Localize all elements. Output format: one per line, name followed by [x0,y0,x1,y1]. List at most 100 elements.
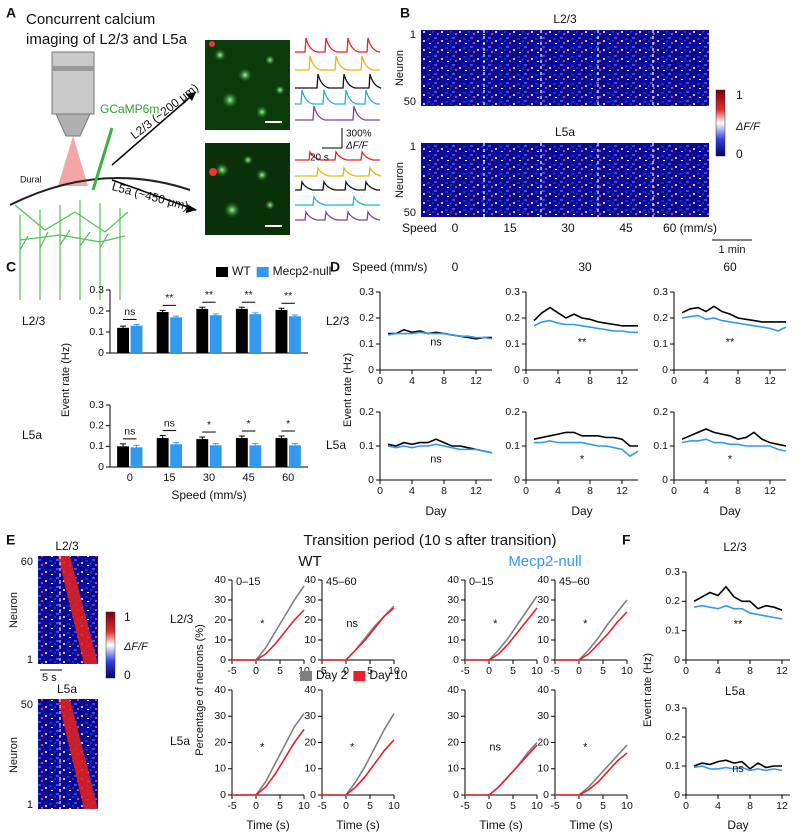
x-axis-label: Day [727,818,748,832]
chart-title: 60 [723,260,737,274]
row-label: L2/3 [170,612,194,626]
bar [275,309,288,353]
colorbar-label: ΔF/F [123,641,149,653]
map-tick: 1 [410,141,416,153]
line-series [533,319,638,334]
y-tick-label: 0.1 [653,440,668,452]
y-tick-label: 20 [447,736,459,748]
legend-label: Day 2 [316,668,348,682]
y-tick-label: 10 [537,763,549,775]
line-series [693,585,783,611]
bar [130,325,143,353]
y-tick-label: 0.3 [665,702,680,714]
y-tick-label: 0.1 [89,326,104,338]
y-tick-label: 0 [220,789,226,801]
row-label: L5a [326,438,346,452]
y-tick-label: 30 [447,594,459,606]
significance: * [247,418,251,430]
row-label: L2/3 [22,314,46,328]
map-tick: 1 [410,29,416,41]
x-tick-label: 0 [377,375,383,387]
colorbar-tick: 0 [124,668,131,682]
x-tick-label: 10 [388,800,400,812]
group-header: Mecp2-null [508,553,581,570]
arrow [111,179,197,211]
chart-title: 30 [578,260,592,274]
x-tick-label: 8 [747,800,753,812]
y-tick-label: 40 [537,684,549,696]
x-tick-label: -5 [317,800,326,812]
y-tick-label: 40 [304,574,316,586]
significance: * [207,419,211,431]
trace [295,179,380,191]
x-tick-label: 8 [441,375,447,387]
row-label: L5a [22,428,42,442]
x-tick-label: 10 [298,800,310,812]
annotation: * [493,618,498,630]
x-tick-label: 5 [510,800,516,812]
line-series [681,428,787,447]
microscope [51,51,95,186]
significance: ns [124,306,135,318]
trace [295,194,380,206]
y-tick-label: 0 [543,789,549,801]
y-label: Neuron [8,592,20,628]
map-title: L5a [57,682,77,696]
speed-value: 30 [561,221,575,235]
y-tick-label: 0.2 [359,312,374,324]
y-tick-label: 0 [310,789,316,801]
legend-swatch [353,671,366,681]
legend-label: Mecp2-null [273,264,332,278]
x-tick-label: 5 [277,800,283,812]
panel-title: Concurrent calcium [26,11,155,28]
y-tick-label: 0.2 [89,305,104,317]
x-tick-label: 10 [621,665,633,677]
x-tick-label: 8 [735,375,741,387]
x-tick-label: 8 [587,375,593,387]
x-tick-label: 8 [735,485,741,497]
x-tick-label: 5 [367,665,373,677]
annotation: * [350,742,355,754]
line-series [465,607,538,661]
x-tick-label: 4 [555,375,561,387]
y-tick-label: 30 [537,710,549,722]
bar [196,439,209,467]
x-tick-label: 12 [776,665,788,677]
line-series [232,728,305,796]
x-axis-label: Time (s) [479,818,523,832]
y-tick-label: 0.1 [653,338,668,350]
map-tick: 50 [21,699,33,711]
y-tick-label: 0.1 [505,440,520,452]
chart-title: L5a [725,684,745,698]
panel-letter: B [400,5,410,21]
line-series [232,585,305,661]
annotation: * [580,454,585,466]
x-tick-label: -5 [227,665,236,677]
panel-letter: A [6,5,16,21]
trace [295,105,380,121]
scale-label: 20 s [310,153,329,164]
x-tick-label: 0 [486,665,492,677]
line-series [232,609,305,661]
heatmap [38,699,98,809]
arrow-head [186,92,196,101]
colorbar-tick: 1 [736,88,743,102]
y-tick-label: 40 [537,574,549,586]
bar [235,438,248,467]
x-tick-label: 5 [510,665,516,677]
y-tick-label: 0.2 [665,731,680,743]
y-tick-label: 0.3 [89,399,104,411]
time-scale: 5 s [42,672,57,684]
annotation: ns [489,742,501,754]
x-tick-label: -5 [227,800,236,812]
y-tick-label: 0.1 [665,624,680,636]
map-tick: 50 [404,96,416,108]
y-tick-label: 10 [447,634,459,646]
y-label: Neuron [394,162,406,198]
micrograph [205,143,290,235]
y-tick-label: 20 [304,736,316,748]
trace [295,73,382,89]
bar [288,445,301,467]
bar [170,317,183,353]
x-tick-label: 45 [242,472,254,484]
